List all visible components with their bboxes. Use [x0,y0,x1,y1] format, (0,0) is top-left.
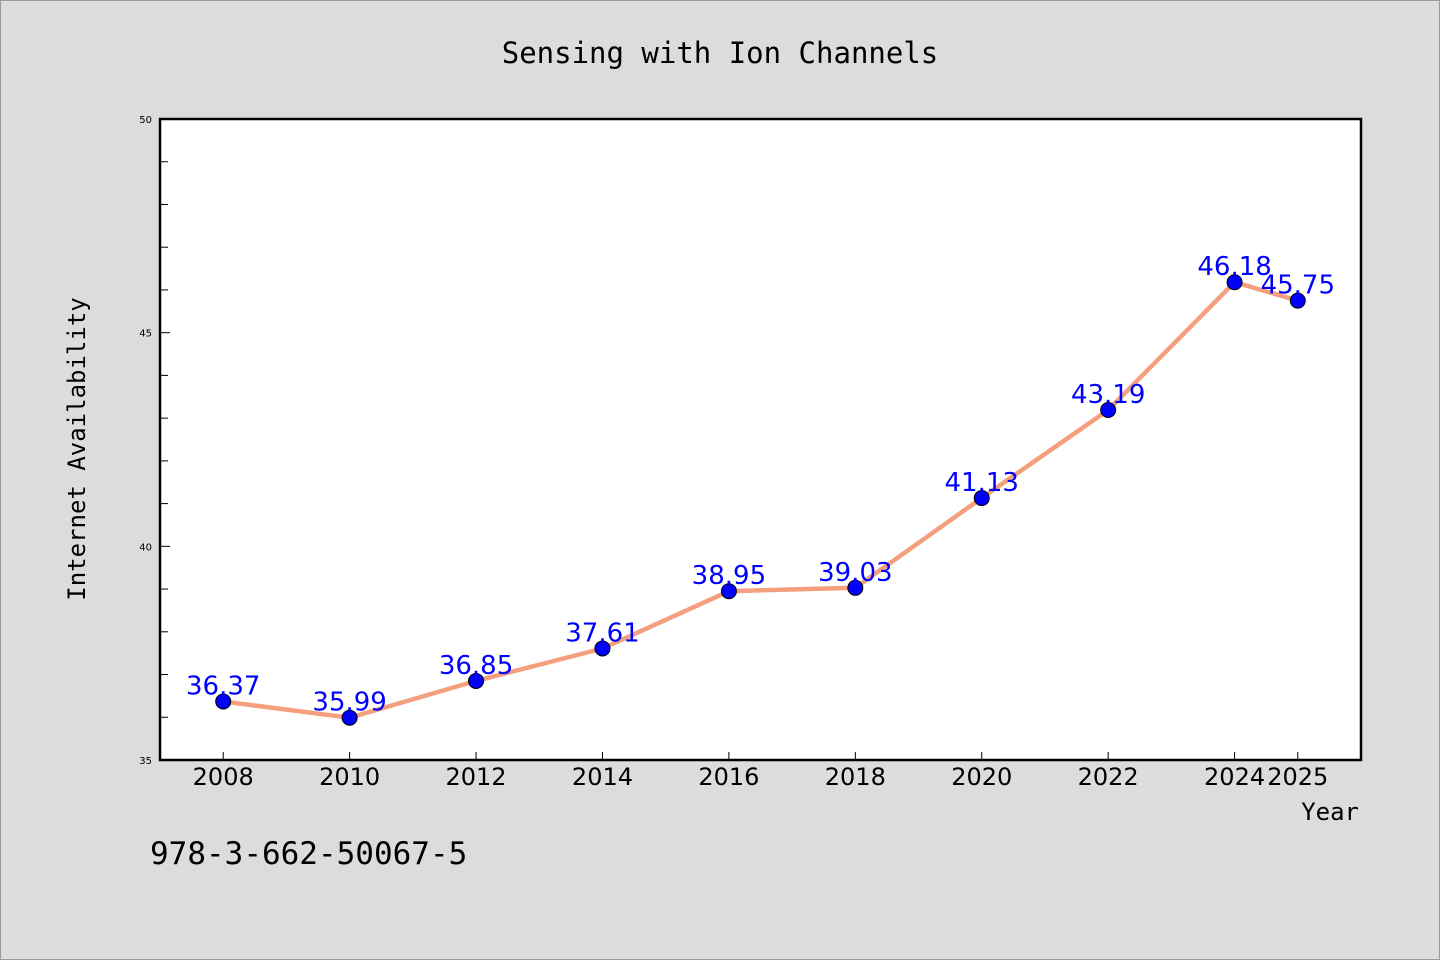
data-label: 41.13 [945,468,1019,498]
series-line-group [220,279,1301,720]
data-label: 35.99 [312,688,386,718]
data-point [847,579,864,596]
x-tick-label: 2008 [193,763,254,791]
x-axis-label: Year [1301,798,1359,826]
data-label: 36.85 [439,651,513,681]
data-point [1226,274,1243,291]
y-tick-label: 35 [139,756,152,767]
x-tick-label: 2022 [1078,763,1139,791]
x-tick-label: 2020 [951,763,1012,791]
data-label: 38.95 [692,561,766,591]
chart-title: Sensing with Ion Channels [502,36,939,70]
y-tick-label: 40 [139,542,152,553]
data-point [341,709,358,726]
x-tick-label: 2014 [572,763,633,791]
data-markers [215,274,1306,726]
y-axis-label: Internet Availability [63,297,91,600]
data-point [215,693,232,710]
data-point [594,640,611,657]
series-line [220,279,1301,720]
x-tick-label: 2016 [698,763,759,791]
data-labels: 36.37 35.99 36.85 37.61 38.95 39.03 41.13 43.19… [186,252,1335,717]
data-point [720,583,737,600]
data-label: 46.18 [1197,252,1271,282]
data-point [1100,402,1117,419]
y-tick-label: 45 [139,329,152,340]
data-point [973,490,990,507]
x-tick-label: 2024 [1204,763,1265,791]
x-axis-ticks: 2008 2010 2012 2014 2016 2018 2020 2022 2024 2025 [193,752,1328,791]
x-tick-label: 2010 [319,763,380,791]
isbn-text: 978-3-662-50067-5 [150,836,467,872]
x-tick-label: 2012 [446,763,507,791]
data-label: 37.61 [565,618,639,648]
data-point [1289,292,1306,309]
x-tick-label: 2025 [1267,763,1328,791]
data-point [468,672,485,689]
data-label: 43.19 [1071,380,1145,410]
data-label: 39.03 [818,558,892,588]
plot-area [160,119,1361,760]
x-tick-label: 2018 [825,763,886,791]
data-label: 45.75 [1261,271,1335,301]
y-tick-label: 50 [139,115,152,126]
data-label: 36.37 [186,671,260,701]
plot-border [158,117,1363,762]
